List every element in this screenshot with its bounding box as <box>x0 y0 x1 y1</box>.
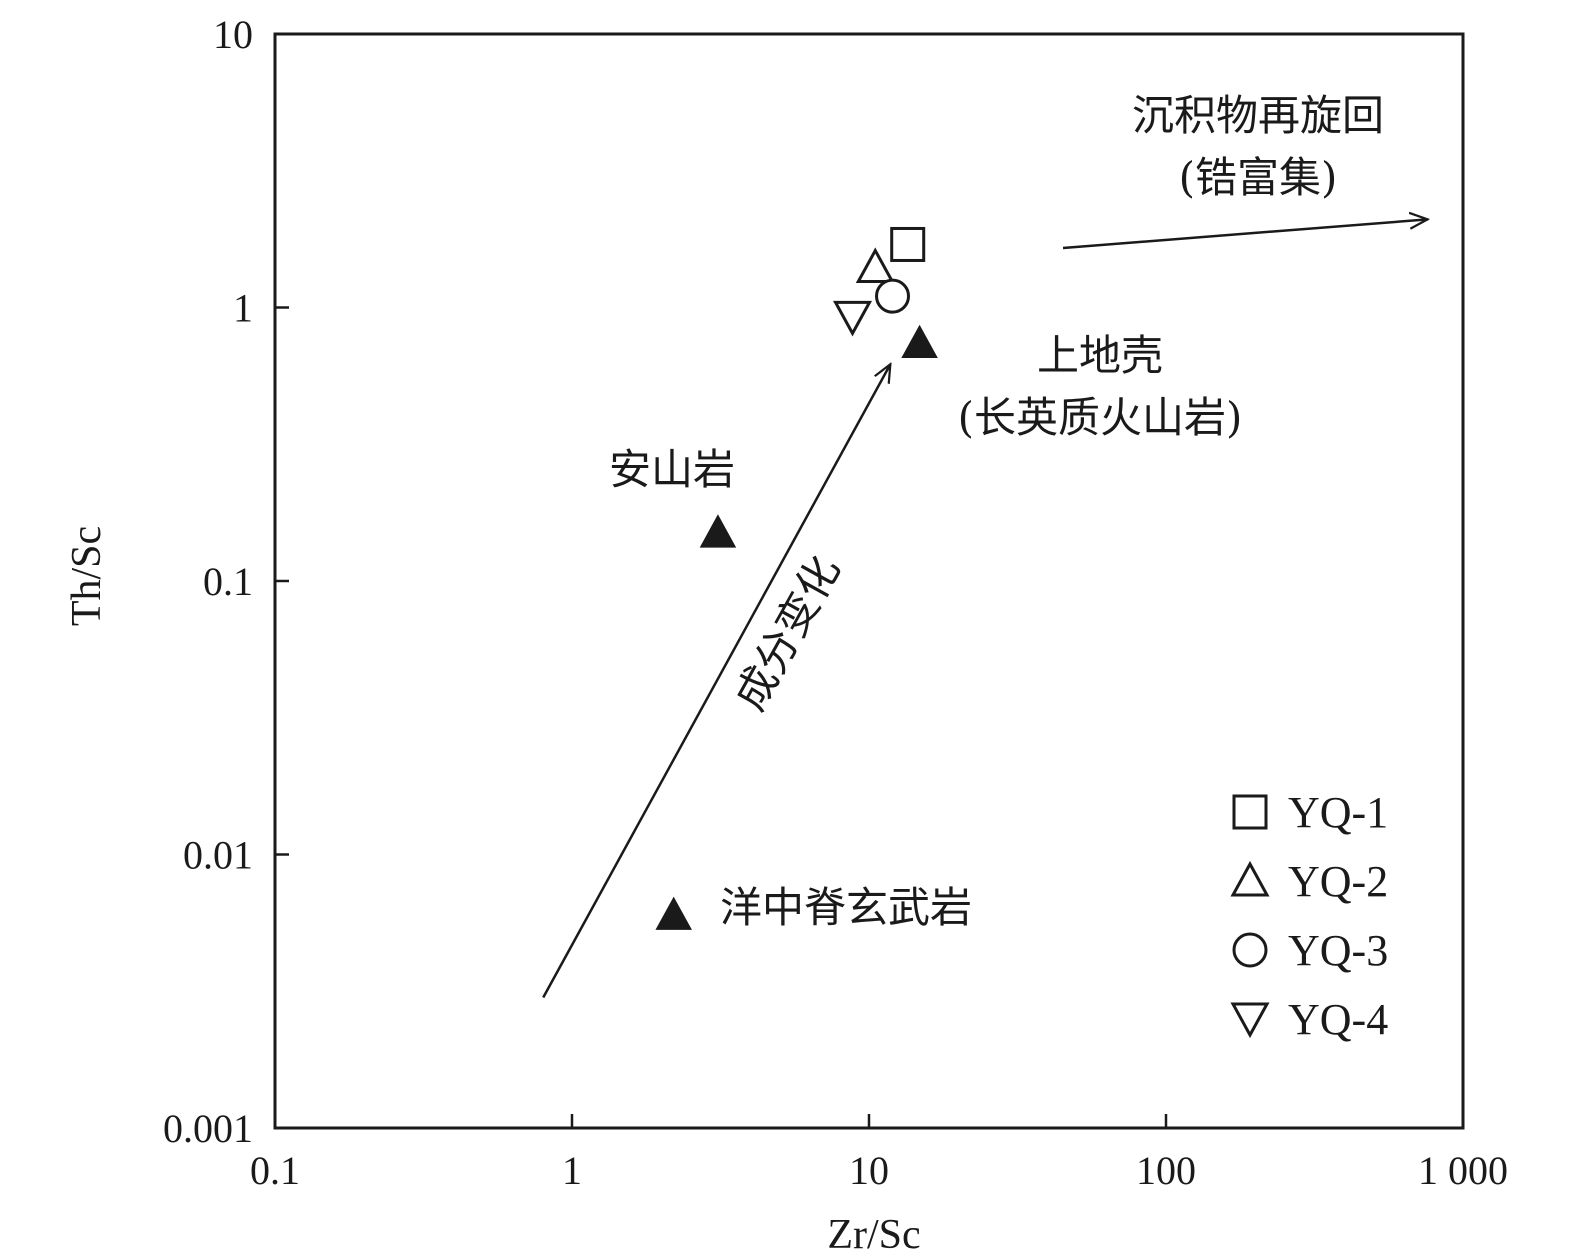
legend-marker-yq-1 <box>1232 794 1268 830</box>
legend-label-yq-1: YQ-1 <box>1288 788 1388 837</box>
reference-points: 洋中脊玄武岩 安山岩 上地壳 (长英质火山岩) <box>609 324 1243 932</box>
y-tick-label: 10 <box>213 12 253 57</box>
recycling-label: 沉积物再旋回 <box>1132 91 1384 140</box>
y-tick-label: 0.001 <box>163 1106 253 1151</box>
legend-label-yq-3: YQ-3 <box>1288 926 1388 975</box>
y-tick-label: 1 <box>233 286 253 331</box>
point-yq-2 <box>855 247 895 284</box>
x-tick-label: 10 <box>849 1148 889 1193</box>
x-axis-ticks: 0.1 1 10 100 1 000 <box>250 1114 1508 1193</box>
x-tick-label: 100 <box>1136 1148 1196 1193</box>
reference-label-upper-crust-line2: (长英质火山岩) <box>958 393 1243 442</box>
y-axis-ticks: 0.001 0.01 0.1 1 10 <box>163 12 289 1151</box>
point-yq-3 <box>875 278 911 314</box>
point-yq-4 <box>832 300 873 337</box>
reference-label-andesite: 安山岩 <box>609 445 735 494</box>
y-tick-label: 0.1 <box>203 559 253 604</box>
x-axis-title: Zr/Sc <box>827 1212 920 1258</box>
legend-marker-yq-3 <box>1232 932 1268 968</box>
x-tick-label: 1 000 <box>1418 1148 1508 1193</box>
reference-point-marker <box>699 514 737 548</box>
point-yq-1 <box>890 226 926 262</box>
reference-label-upper-crust: 上地壳 <box>1037 331 1163 380</box>
composition-change-arrow <box>542 364 890 999</box>
reference-label-morb: 洋中脊玄武岩 <box>720 883 972 932</box>
legend-marker-yq-2 <box>1230 860 1270 897</box>
y-tick-label: 0.01 <box>183 833 253 878</box>
sample-points <box>832 226 926 337</box>
legend-label-yq-4: YQ-4 <box>1288 995 1388 1044</box>
recycling-label-line2: (锆富集) <box>1179 153 1338 202</box>
reference-point-marker <box>655 896 692 930</box>
legend-marker-yq-4 <box>1230 1002 1270 1039</box>
reference-point-marker <box>901 324 938 359</box>
y-axis-title: Th/Sc <box>64 526 110 626</box>
x-tick-label: 0.1 <box>250 1148 300 1193</box>
legend: YQ-1 YQ-2 YQ-3 YQ-4 <box>1230 788 1388 1044</box>
recycling-arrow <box>1062 219 1428 250</box>
legend-label-yq-2: YQ-2 <box>1288 857 1388 906</box>
x-tick-label: 1 <box>562 1148 582 1193</box>
